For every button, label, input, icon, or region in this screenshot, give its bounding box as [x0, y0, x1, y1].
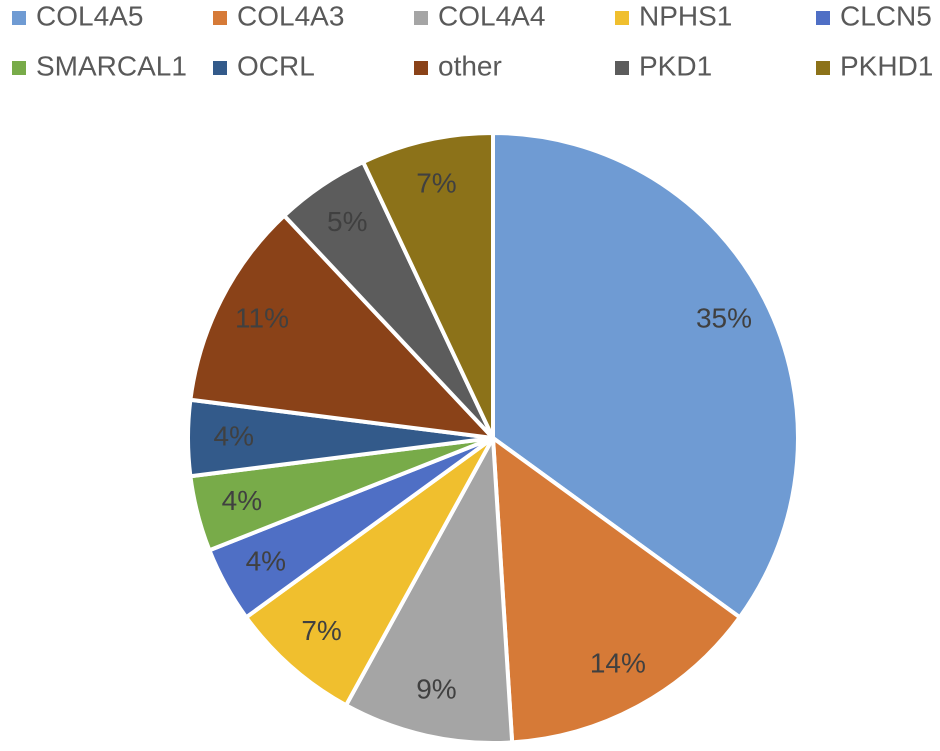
legend-swatch	[12, 11, 26, 25]
data-label: 9%	[416, 673, 456, 704]
pie-slice	[360, 130, 495, 439]
legend-label: COL4A5	[36, 0, 143, 31]
legend-swatch	[213, 61, 227, 75]
legend-label: NPHS1	[639, 0, 732, 31]
legend-swatch	[414, 11, 428, 25]
pie-slice	[188, 212, 499, 441]
data-label: 4%	[214, 420, 254, 451]
pie-slice	[490, 433, 743, 745]
legend-swatch	[12, 61, 26, 75]
legend-label: COL4A4	[438, 0, 545, 31]
data-label: 5%	[327, 206, 367, 237]
data-label: 7%	[416, 167, 456, 198]
legend-swatch	[816, 61, 830, 75]
pie-slice	[343, 431, 515, 745]
legend-swatch	[213, 11, 227, 25]
legend-label: CLCN5	[840, 0, 932, 31]
legend-swatch	[414, 61, 428, 75]
legend-label: PKD1	[639, 50, 712, 81]
data-label: 4%	[222, 485, 262, 516]
legend-label: COL4A3	[237, 0, 344, 31]
legend-label: SMARCAL1	[36, 50, 187, 81]
pie-slice	[243, 436, 495, 708]
data-label: 4%	[246, 545, 286, 576]
legend-swatch	[615, 61, 629, 75]
legend-label: OCRL	[237, 50, 315, 81]
legend-label: other	[438, 50, 502, 81]
data-label: 7%	[301, 615, 341, 646]
data-label: 14%	[590, 648, 646, 679]
legend-swatch	[615, 11, 629, 25]
data-label: 11%	[235, 303, 289, 334]
data-label: 35%	[696, 303, 752, 334]
legend-label: PKHD1	[840, 50, 933, 81]
pie-slice	[491, 130, 800, 621]
legend-swatch	[816, 11, 830, 25]
